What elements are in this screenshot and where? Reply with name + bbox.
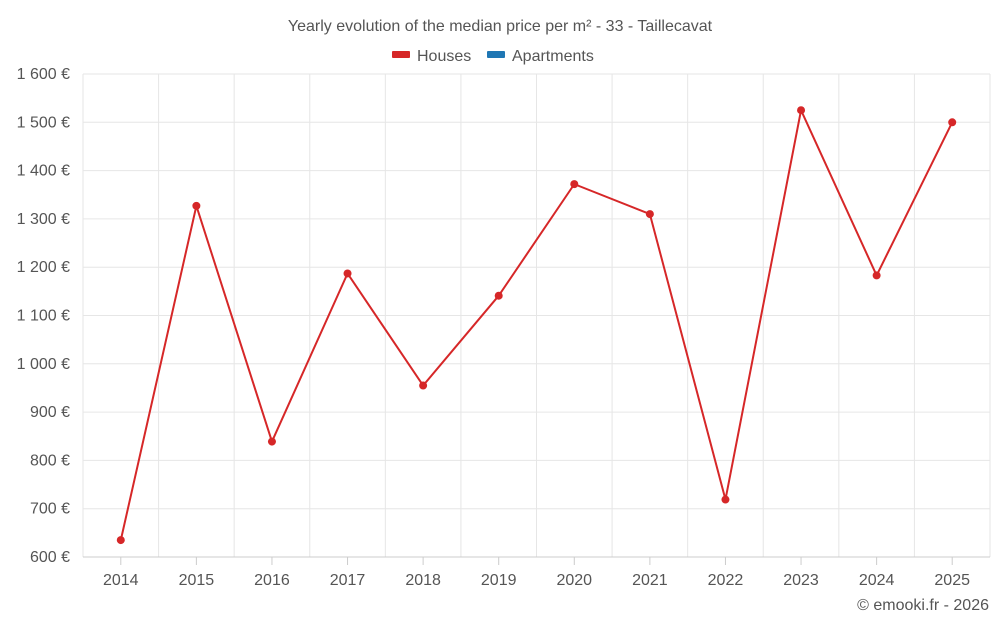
y-tick-label: 1 200 € (17, 259, 70, 276)
data-point (192, 201, 201, 210)
x-tick-label: 2023 (783, 572, 819, 589)
x-tick-label: 2021 (632, 572, 668, 589)
x-tick-label: 2017 (330, 572, 366, 589)
credit-text: © emooki.fr - 2026 (857, 597, 989, 614)
data-point (948, 118, 957, 127)
data-point (343, 269, 352, 278)
y-tick-label: 1 600 € (17, 66, 70, 83)
data-point (419, 381, 428, 390)
x-tick-label: 2022 (708, 572, 744, 589)
data-point (645, 210, 654, 219)
chart-title: Yearly evolution of the median price per… (288, 18, 713, 35)
series-line-houses (119, 109, 954, 541)
legend-item-apartments[interactable]: Apartments (487, 48, 594, 65)
data-point (494, 291, 503, 300)
legend-swatch (392, 51, 410, 58)
data-point (797, 106, 806, 115)
data-point (721, 495, 730, 504)
data-point (116, 536, 125, 545)
x-tick-label: 2019 (481, 572, 517, 589)
y-tick-label: 900 € (30, 404, 70, 421)
y-tick-label: 800 € (30, 452, 70, 469)
data-point (267, 437, 276, 446)
y-tick-label: 1 100 € (17, 308, 70, 325)
legend-item-houses[interactable]: Houses (392, 48, 471, 65)
data-point (872, 271, 881, 280)
x-tick-label: 2025 (934, 572, 970, 589)
x-tick-label: 2018 (405, 572, 441, 589)
y-tick-label: 700 € (30, 501, 70, 518)
x-tick-label: 2016 (254, 572, 290, 589)
data-point (570, 180, 579, 189)
y-tick-label: 600 € (30, 549, 70, 566)
x-tick-label: 2015 (179, 572, 215, 589)
legend-label: Apartments (512, 48, 594, 65)
y-tick-label: 1 000 € (17, 356, 70, 373)
y-tick-label: 1 500 € (17, 114, 70, 131)
legend-label: Houses (417, 48, 471, 65)
x-tick-label: 2024 (859, 572, 895, 589)
x-tick-label: 2020 (556, 572, 592, 589)
x-tick-label: 2014 (103, 572, 139, 589)
legend-swatch (487, 51, 505, 58)
legend: Houses Apartments (392, 48, 594, 65)
series-layer (116, 106, 957, 545)
y-tick-label: 1 400 € (17, 163, 70, 180)
axes: 600 € 700 € 800 € 900 € 1 000 € 1 100 € 1 200 … (17, 66, 990, 589)
grid (82, 73, 991, 558)
y-tick-label: 1 300 € (17, 211, 70, 228)
